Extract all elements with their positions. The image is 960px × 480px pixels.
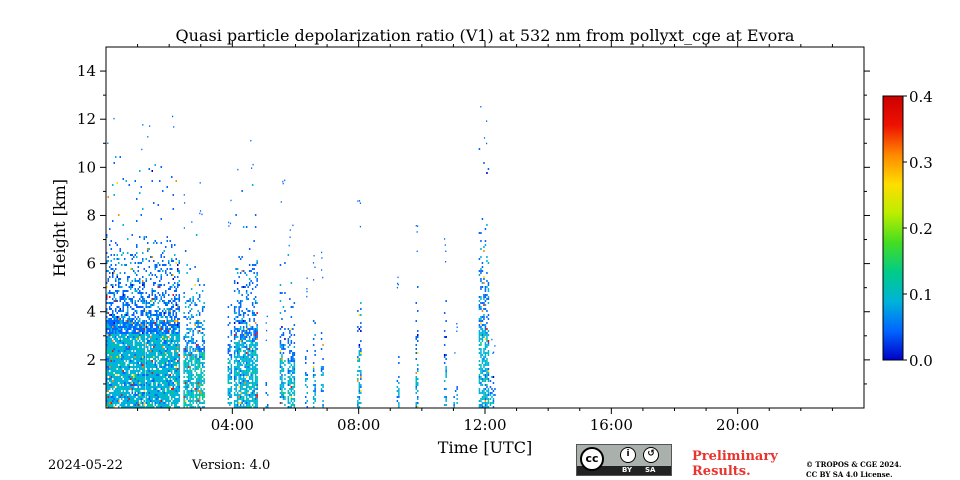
version-label: Version: 4.0 (192, 458, 271, 473)
preliminary-line-1: Preliminary (692, 449, 778, 464)
y-axis: 2 4 6 8 10 12 14 (77, 62, 870, 385)
observation-period-8 (279, 179, 286, 406)
observation-period-10 (305, 277, 308, 408)
observation-period-14 (396, 276, 400, 408)
preliminary-notice: Preliminary Results. (692, 449, 778, 479)
share-alike-icon: ↺ (643, 447, 659, 463)
y-tick-label: 14 (77, 62, 96, 80)
y-tick-label: 6 (86, 255, 96, 273)
x-tick-label: 16:00 (590, 416, 633, 434)
y-tick-label: 10 (77, 158, 96, 176)
observation-period-18 (478, 106, 490, 408)
observation-period-11 (312, 255, 316, 408)
observation-period-4 (194, 182, 205, 408)
copyright-line-1: © TROPOS & CGE 2024. (806, 460, 902, 469)
x-tick-label: 20:00 (716, 416, 759, 434)
colorbar-tick-label: 0.0 (909, 352, 933, 370)
observation-period-6 (233, 139, 258, 408)
x-tick-label: 12:00 (463, 416, 506, 434)
y-tick-label: 2 (86, 351, 96, 369)
observation-period-9 (287, 224, 296, 408)
x-axis: 04:00 08:00 12:00 16:00 20:00 (137, 41, 833, 434)
colorbar (882, 95, 904, 361)
y-axis-label: Height [km] (50, 179, 69, 277)
attribution-icon: i (620, 447, 636, 463)
observation-period-17 (453, 323, 458, 408)
observation-period-15 (415, 225, 419, 408)
colorbar-tick-label: 0.4 (909, 88, 933, 106)
copyright-line-2: CC BY SA 4.0 License. (806, 470, 893, 479)
observation-period-5 (227, 199, 233, 406)
chart-title: Quasi particle depolarization ratio (V1)… (176, 26, 795, 45)
colorbar-tick-label: 0.3 (909, 154, 933, 172)
x-axis-label: Time [UTC] (438, 438, 532, 457)
cc-icon: cc (580, 447, 604, 471)
x-tick-label: 08:00 (337, 416, 380, 434)
by-label: BY (622, 466, 633, 474)
heatmap-data (106, 106, 496, 408)
observation-period-16 (443, 238, 447, 406)
date-label: 2024-05-22 (48, 458, 123, 473)
badge-bar (577, 466, 671, 475)
observation-period-2 (145, 115, 180, 408)
x-tick-label: 04:00 (211, 416, 254, 434)
observation-period-3 (183, 194, 194, 408)
sa-label: SA (645, 466, 656, 474)
colorbar-tick-label: 0.2 (909, 220, 933, 238)
y-tick-label: 4 (86, 303, 96, 321)
copyright-notice: © TROPOS & CGE 2024. CC BY SA 4.0 Licens… (806, 460, 901, 480)
colorbar-tick-label: 0.1 (909, 286, 933, 304)
colorbar-ticks: 0.0 0.1 0.2 0.3 0.4 (903, 88, 933, 370)
observation-period-12 (320, 251, 324, 408)
cc-license-badge[interactable]: cc i ↺ BY SA (576, 444, 672, 476)
observation-period-7 (265, 315, 269, 408)
y-tick-label: 8 (86, 206, 96, 224)
y-tick-label: 12 (77, 110, 96, 128)
preliminary-line-2: Results. (692, 464, 751, 479)
observation-period-19 (489, 338, 496, 408)
observation-period-13 (357, 200, 362, 408)
observation-period-1 (106, 117, 145, 408)
